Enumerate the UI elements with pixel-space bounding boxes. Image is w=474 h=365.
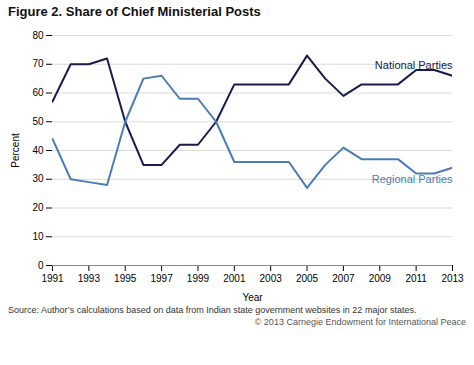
- svg-text:2013: 2013: [441, 273, 464, 284]
- html-text:Figure 2. Share of Chief Minis: Figure 2. Share of Chief Ministerial Pos…: [8, 4, 261, 19]
- svg-text:0: 0: [38, 260, 44, 271]
- svg-text:2001: 2001: [223, 273, 246, 284]
- svg-text:70: 70: [32, 58, 44, 69]
- svg-text:80: 80: [32, 30, 44, 41]
- svg-text:1991: 1991: [41, 273, 64, 284]
- svg-text:Regional Parties: Regional Parties: [372, 173, 453, 185]
- svg-text:2009: 2009: [369, 273, 392, 284]
- svg-text:Year: Year: [242, 292, 263, 303]
- svg-text:50: 50: [32, 116, 44, 127]
- svg-text:60: 60: [32, 87, 44, 98]
- svg-text:10: 10: [32, 231, 44, 242]
- svg-text:2011: 2011: [405, 273, 427, 284]
- html-text:Source: Author’s calculations: Source: Author’s calculations based on d…: [8, 305, 417, 315]
- svg-text:1999: 1999: [187, 273, 210, 284]
- svg-text:2005: 2005: [296, 273, 319, 284]
- svg-text:2007: 2007: [332, 273, 355, 284]
- svg-text:20: 20: [32, 202, 44, 213]
- svg-text:Percent: Percent: [10, 133, 21, 168]
- svg-text:National Parties: National Parties: [375, 59, 453, 71]
- svg-text:30: 30: [32, 173, 44, 184]
- svg-text:1997: 1997: [150, 273, 173, 284]
- svg-text:1993: 1993: [78, 273, 101, 284]
- html-text:© 2013 Carnegie Endowment for: © 2013 Carnegie Endowment for Internatio…: [254, 317, 466, 327]
- svg-text:1995: 1995: [114, 273, 137, 284]
- svg-text:2003: 2003: [260, 273, 283, 284]
- svg-text:40: 40: [32, 145, 44, 156]
